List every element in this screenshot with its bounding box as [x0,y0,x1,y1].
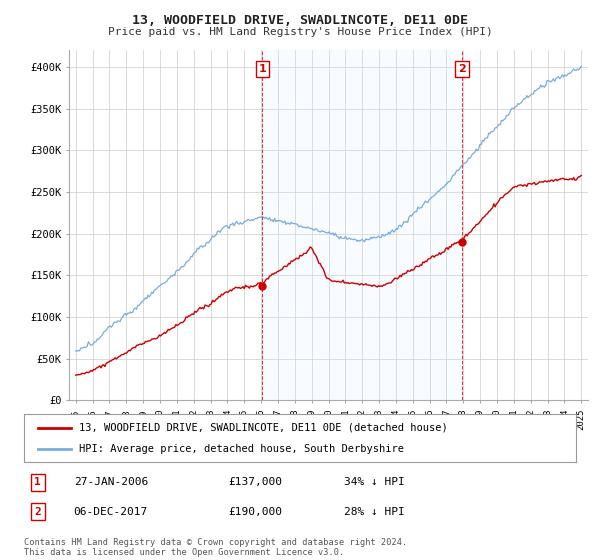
Bar [262,50,462,400]
Text: 34% ↓ HPI: 34% ↓ HPI [344,477,405,487]
Text: 28% ↓ HPI: 28% ↓ HPI [344,507,405,517]
Text: Price paid vs. HM Land Registry's House Price Index (HPI): Price paid vs. HM Land Registry's House … [107,27,493,37]
Text: 13, WOODFIELD DRIVE, SWADLINCOTE, DE11 0DE: 13, WOODFIELD DRIVE, SWADLINCOTE, DE11 0… [132,14,468,27]
Text: 2: 2 [34,507,41,517]
Text: Contains HM Land Registry data © Crown copyright and database right 2024.
This d: Contains HM Land Registry data © Crown c… [24,538,407,557]
Text: 13, WOODFIELD DRIVE, SWADLINCOTE, DE11 0DE (detached house): 13, WOODFIELD DRIVE, SWADLINCOTE, DE11 0… [79,423,448,433]
Text: £137,000: £137,000 [228,477,282,487]
Text: £190,000: £190,000 [228,507,282,517]
Text: 2: 2 [458,64,466,74]
Text: 27-JAN-2006: 27-JAN-2006 [74,477,148,487]
Text: 1: 1 [34,477,41,487]
Text: 1: 1 [259,64,266,74]
Text: 06-DEC-2017: 06-DEC-2017 [74,507,148,517]
Text: HPI: Average price, detached house, South Derbyshire: HPI: Average price, detached house, Sout… [79,444,404,454]
